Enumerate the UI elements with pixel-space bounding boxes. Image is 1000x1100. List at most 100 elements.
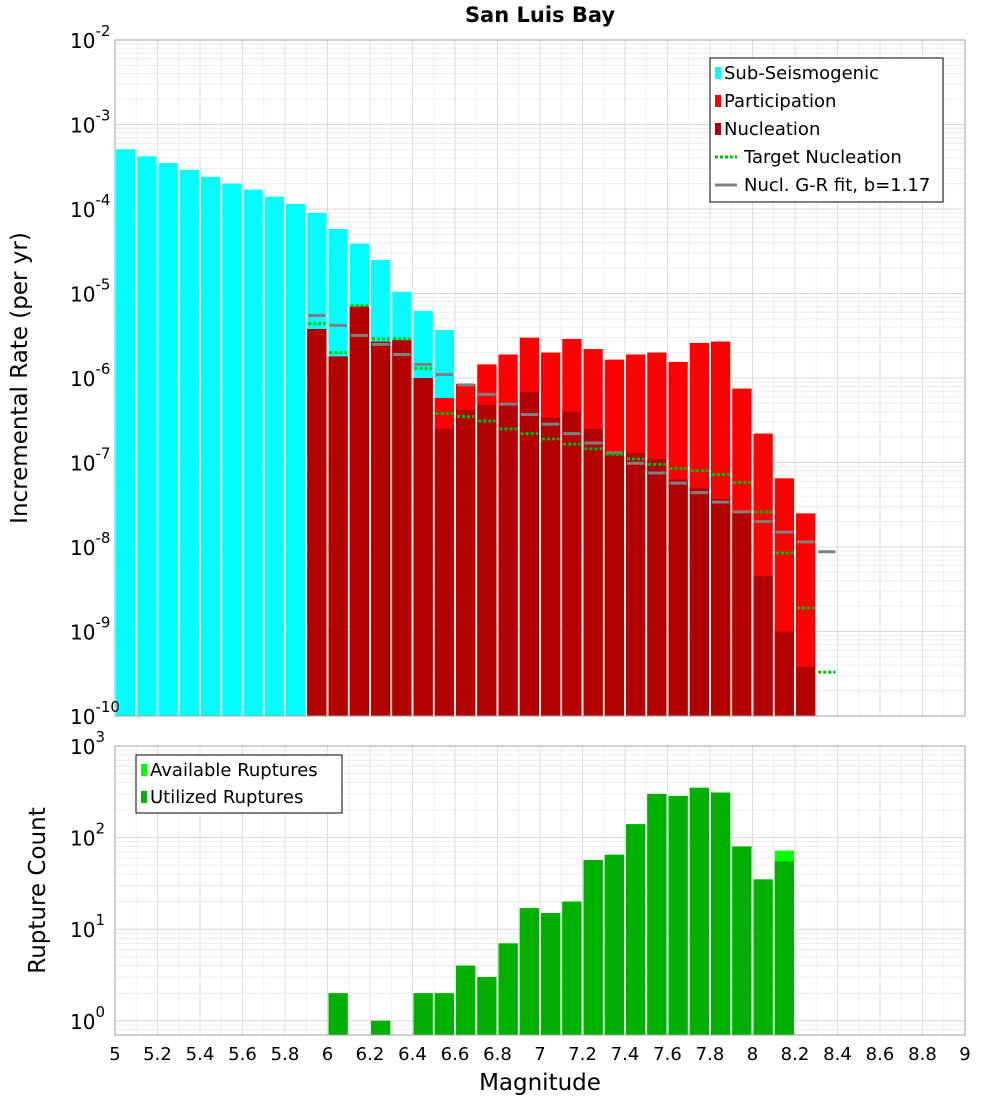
y-tick-base: 10 <box>70 536 95 560</box>
x-tick-label-19: 8.8 <box>908 1044 937 1065</box>
bar-2-3 <box>371 341 391 716</box>
x-tick-label-1: 5.2 <box>143 1044 172 1065</box>
bar-2-23 <box>796 667 816 716</box>
bar-2-8 <box>477 404 497 716</box>
y-tick-exponent: -3 <box>95 107 110 125</box>
legend-swatch-1 <box>141 791 147 803</box>
legend-swatch-2 <box>715 123 721 135</box>
bar-1-14 <box>668 795 688 1035</box>
bar-1-12 <box>626 824 646 1035</box>
y-tick-label-0-4: 10-6 <box>70 360 110 391</box>
x-tick-label-9: 6.8 <box>483 1044 512 1065</box>
y-tick-exponent: -7 <box>95 445 110 463</box>
legend-1: Available Ruptures Utilized Ruptures <box>135 754 343 814</box>
x-tick-label-0: 5 <box>109 1044 120 1065</box>
y-tick-label-1-1: 101 <box>70 911 105 942</box>
bar-2-11 <box>541 417 561 716</box>
bar-1-0 <box>328 993 348 1035</box>
bar-2-21 <box>753 576 773 716</box>
bar-0-4 <box>201 176 221 717</box>
y-tick-base: 10 <box>70 621 95 645</box>
x-tick-label-10: 7 <box>534 1044 545 1065</box>
bar-1-8 <box>541 913 561 1035</box>
y-tick-label-1-3: 103 <box>70 728 105 759</box>
bar-1-17 <box>732 846 752 1035</box>
bar-2-20 <box>732 513 752 716</box>
bar-0-1 <box>137 156 157 716</box>
bar-2-15 <box>626 452 646 716</box>
y-tick-exponent: -10 <box>95 698 120 716</box>
series-gr-fit <box>308 313 836 554</box>
x-ticks: 5 5.2 5.4 5.6 5.8 6 6.2 6.4 6.6 6.8 7 7.2 7.4 7.6 7.8 8… <box>109 1044 970 1065</box>
y-tick-base: 10 <box>70 452 95 476</box>
legend-label-0: Available Ruptures <box>150 760 318 781</box>
legend-label-2: Nucleation <box>724 119 820 140</box>
y-tick-label-0-7: 10-3 <box>70 107 110 138</box>
bar-2-6 <box>434 428 454 716</box>
bar-1-23 <box>796 513 816 716</box>
legend-label-4: Nucl. G-R fit, b=1.17 <box>744 175 930 196</box>
legend-swatch-1 <box>715 95 721 107</box>
legend-label-1: Participation <box>724 91 836 112</box>
y-tick-label-0-6: 10-4 <box>70 191 110 222</box>
y-tick-exponent: -9 <box>95 614 110 632</box>
bar-0-8 <box>286 203 306 716</box>
legend-label-0: Sub-Seismogenic <box>724 63 879 84</box>
bar-2-22 <box>774 631 794 716</box>
y-tick-exponent: 1 <box>95 911 105 929</box>
bar-1-9 <box>562 901 582 1035</box>
bar-0-6 <box>243 189 263 716</box>
bar-2-1 <box>328 356 348 716</box>
legend-swatch-0 <box>715 67 721 79</box>
y-tick-label-0-3: 10-7 <box>70 445 110 476</box>
bar-1-15 <box>689 787 709 1035</box>
bar-1-18 <box>753 879 773 1035</box>
bar-2-13 <box>583 428 603 716</box>
y-tick-base: 10 <box>70 705 95 729</box>
bar-1-16 <box>711 792 731 1035</box>
series-nucleation <box>307 306 816 716</box>
legend-box <box>135 754 343 814</box>
bar-1-1 <box>371 1020 391 1035</box>
x-tick-label-5: 6 <box>322 1044 333 1065</box>
bar-1-3 <box>434 993 454 1035</box>
bar-1-19 <box>774 861 794 1035</box>
y-tick-base: 10 <box>70 114 95 138</box>
x-tick-label-11: 7.2 <box>568 1044 597 1065</box>
y-tick-exponent: 0 <box>95 1003 105 1021</box>
legend-label-1: Utilized Ruptures <box>150 787 303 808</box>
x-tick-label-13: 7.6 <box>653 1044 682 1065</box>
bar-0-2 <box>158 163 178 716</box>
y-tick-label-0-0: 10-10 <box>70 698 120 729</box>
bar-2-2 <box>349 306 369 716</box>
y-tick-label-0-8: 10-2 <box>70 22 110 53</box>
x-tick-label-6: 6.2 <box>356 1044 385 1065</box>
y-tick-label-0-1: 10-9 <box>70 614 110 645</box>
y-tick-base: 10 <box>70 1010 95 1034</box>
bar-1-5 <box>477 977 497 1035</box>
y-tick-label-0-2: 10-8 <box>70 529 110 560</box>
chart-title: San Luis Bay <box>465 3 615 27</box>
x-tick-label-8: 6.6 <box>441 1044 470 1065</box>
bar-2-19 <box>711 498 731 716</box>
bar-2-18 <box>689 487 709 716</box>
legend-0: Sub-Seismogenic Participation Nucleation Ta… <box>709 57 944 203</box>
x-tick-label-16: 8.2 <box>781 1044 810 1065</box>
bar-1-13 <box>647 793 667 1035</box>
x-tick-label-18: 8.6 <box>866 1044 895 1065</box>
bar-2-14 <box>604 451 624 716</box>
bar-0-0 <box>116 149 136 716</box>
bar-2-10 <box>519 392 539 716</box>
legend-label-3: Target Nucleation <box>743 147 902 168</box>
x-tick-label-20: 9 <box>959 1044 970 1065</box>
legend-box <box>709 57 944 203</box>
bar-2-4 <box>392 340 412 716</box>
bar-2-9 <box>498 404 518 716</box>
bar-0-3 <box>179 169 199 716</box>
legend-swatch-0 <box>141 764 147 776</box>
x-tick-label-7: 6.4 <box>398 1044 427 1065</box>
bar-0-5 <box>222 183 242 716</box>
